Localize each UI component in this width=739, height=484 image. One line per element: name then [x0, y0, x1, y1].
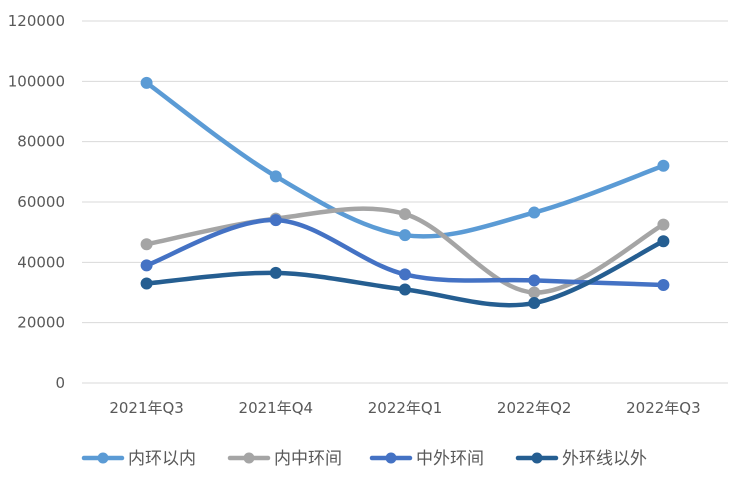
data-point	[269, 170, 282, 183]
x-tick-label: 2022年Q3	[626, 399, 701, 417]
data-point	[657, 278, 670, 291]
series-1	[140, 76, 670, 242]
data-point	[140, 277, 153, 290]
legend-item: 外环线以外	[515, 449, 647, 469]
data-point	[269, 266, 282, 279]
x-tick-label: 2021年Q4	[239, 399, 314, 417]
x-tick-label: 2021年Q3	[109, 399, 184, 417]
data-point	[528, 274, 541, 287]
data-point	[140, 259, 153, 272]
y-tick-label: 80000	[17, 133, 65, 151]
data-point	[657, 218, 670, 231]
legend-label: 中外环间	[416, 449, 484, 469]
data-point	[399, 268, 411, 281]
y-tick-label: 60000	[17, 193, 65, 211]
legend-label: 外环线以外	[562, 449, 647, 469]
x-tick-label: 2022年Q1	[368, 399, 443, 417]
y-tick-label: 100000	[8, 72, 65, 90]
legend-swatch-marker	[531, 452, 543, 464]
data-point	[528, 297, 541, 310]
y-tick-label: 0	[55, 374, 65, 392]
data-point	[657, 159, 670, 172]
legend: 内环以内 内中环间 中外环间 外环线以外	[81, 449, 647, 469]
x-axis: 2021年Q3 2021年Q4 2022年Q1 2022年Q2 2022年Q3	[82, 382, 728, 417]
y-tick-label: 40000	[17, 253, 65, 271]
legend-item: 中外环间	[369, 449, 484, 469]
data-point	[269, 214, 282, 227]
y-axis-tick-labels: 0 20000 40000 60000 80000 100000 120000	[8, 12, 65, 392]
y-tick-label: 120000	[8, 12, 65, 30]
series-4	[140, 235, 670, 310]
legend-swatch-marker	[243, 452, 255, 464]
data-point	[399, 283, 411, 296]
x-tick-label: 2022年Q2	[497, 399, 572, 417]
legend-item: 内中环间	[227, 449, 342, 469]
legend-label: 内中环间	[274, 449, 342, 469]
y-tick-label: 20000	[17, 314, 65, 332]
legend-item: 内环以内	[81, 449, 196, 469]
data-point	[528, 286, 541, 299]
data-point	[399, 208, 411, 221]
legend-label: 内环以内	[128, 449, 196, 469]
data-point	[399, 229, 411, 242]
legend-swatch-marker	[97, 452, 109, 464]
gridlines	[82, 20, 728, 324]
series-lines	[140, 76, 670, 310]
data-point	[657, 235, 670, 248]
data-point	[140, 76, 153, 89]
data-point	[140, 238, 153, 251]
series-3	[140, 214, 670, 291]
data-point	[528, 206, 541, 219]
legend-swatch-marker	[385, 452, 397, 464]
